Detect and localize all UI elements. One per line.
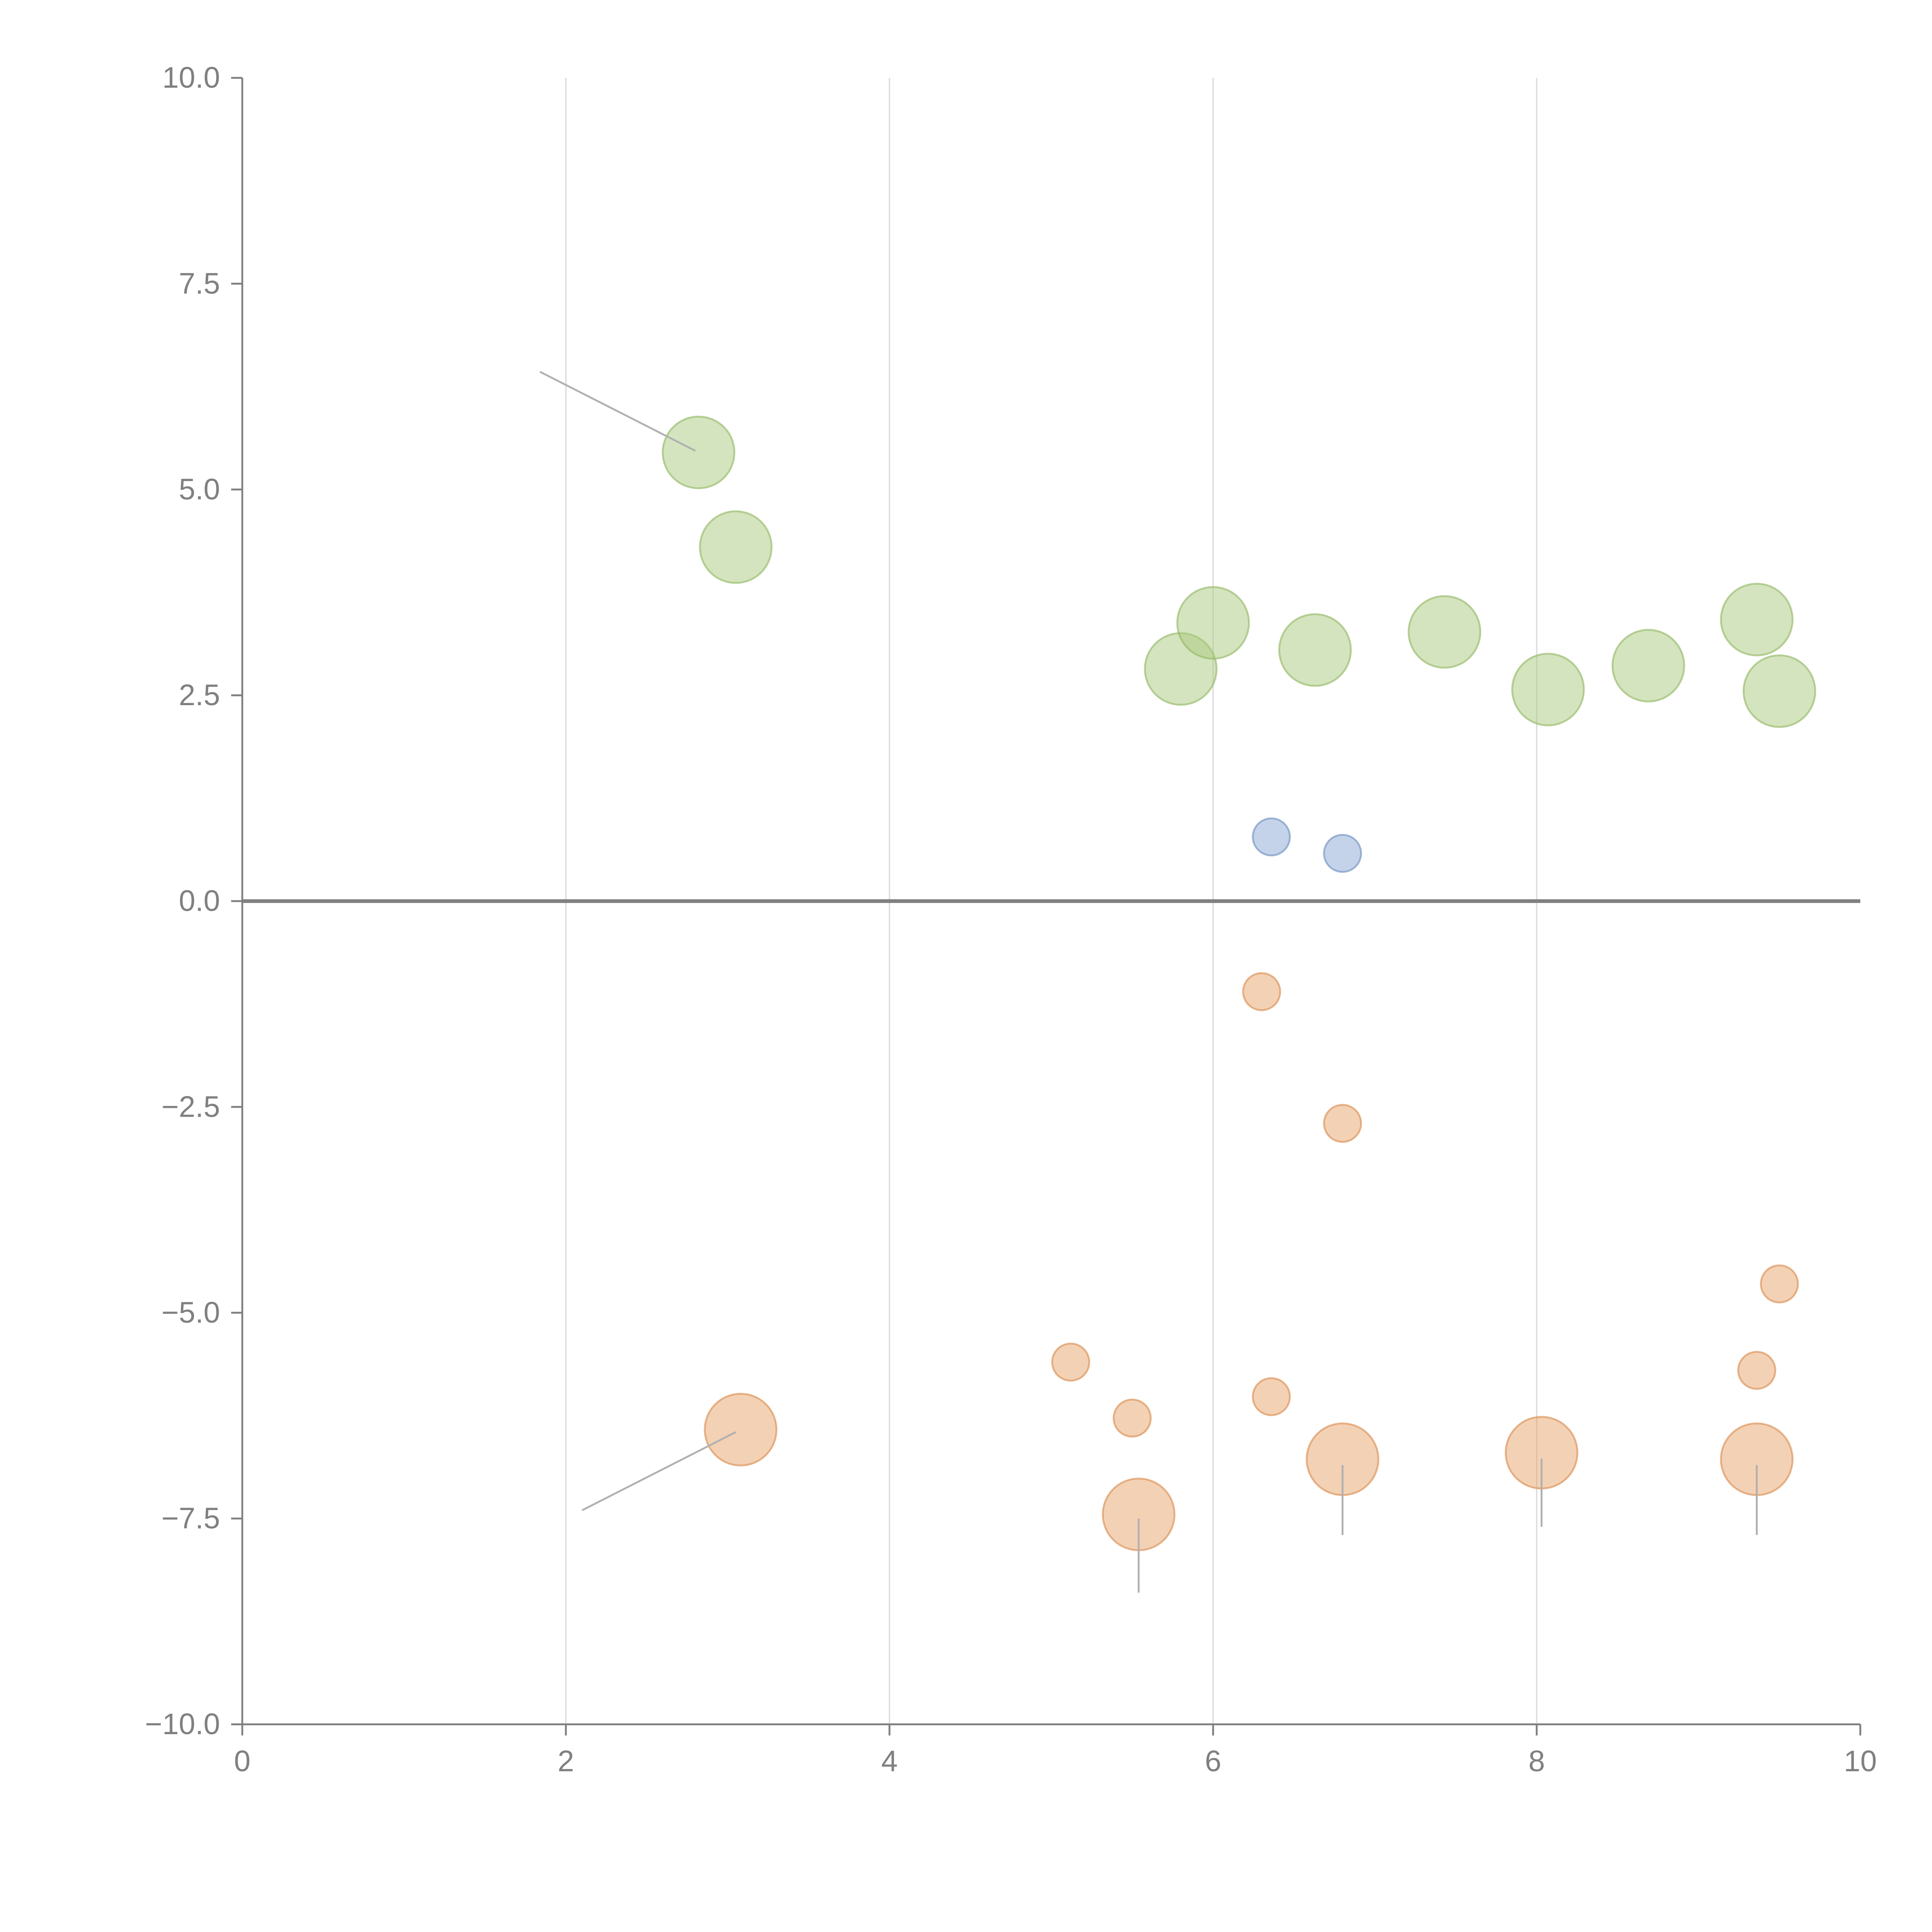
orange-point xyxy=(1051,1342,1090,1382)
annotation-leader-line xyxy=(582,1431,736,1511)
orange-point xyxy=(1112,1398,1152,1438)
green-point xyxy=(1278,613,1352,687)
x-tick-label: 10 xyxy=(1844,1745,1877,1778)
y-tick-label: 5.0 xyxy=(179,473,220,506)
y-axis-ticks: 10.0 7.5 5.0 2.5 0.0 −2.5 −5.0 −7.5 −10.0 xyxy=(145,61,242,1741)
y-tick-label: −5.0 xyxy=(162,1296,220,1329)
orange-point xyxy=(704,1393,777,1467)
x-tick-label: 2 xyxy=(558,1745,574,1778)
x-tick-label: 6 xyxy=(1205,1745,1221,1778)
y-tick-label: −2.5 xyxy=(162,1090,220,1123)
green-point xyxy=(699,510,773,584)
x-tick-label: 0 xyxy=(234,1745,251,1778)
y-tick-label: 2.5 xyxy=(179,679,220,712)
orange-point xyxy=(1323,1104,1362,1143)
axes xyxy=(241,78,1861,1725)
x-tick-label: 8 xyxy=(1529,1745,1545,1778)
annotation-leader-line xyxy=(539,371,696,452)
data-points xyxy=(539,371,1816,1593)
green-point xyxy=(662,415,736,490)
x-axis-ticks: 0 2 4 6 8 10 xyxy=(234,1724,1877,1778)
y-tick-label: 0.0 xyxy=(179,885,220,918)
y-tick-label: −7.5 xyxy=(162,1502,220,1535)
blue-point xyxy=(1252,817,1291,857)
green-point xyxy=(1742,654,1816,728)
blue-point xyxy=(1323,834,1362,873)
x-tick-label: 4 xyxy=(881,1745,898,1778)
green-point xyxy=(1611,629,1685,702)
orange-point xyxy=(1760,1264,1799,1304)
orange-point xyxy=(1242,972,1281,1011)
y-tick-label: −10.0 xyxy=(145,1708,220,1741)
orange-point xyxy=(1737,1351,1776,1390)
green-point xyxy=(1720,583,1794,656)
green-point xyxy=(1408,595,1481,669)
orange-point xyxy=(1252,1377,1291,1417)
y-tick-label: 7.5 xyxy=(179,267,220,300)
green-point xyxy=(1176,586,1250,660)
y-tick-label: 10.0 xyxy=(162,61,220,94)
green-point xyxy=(1511,653,1585,726)
